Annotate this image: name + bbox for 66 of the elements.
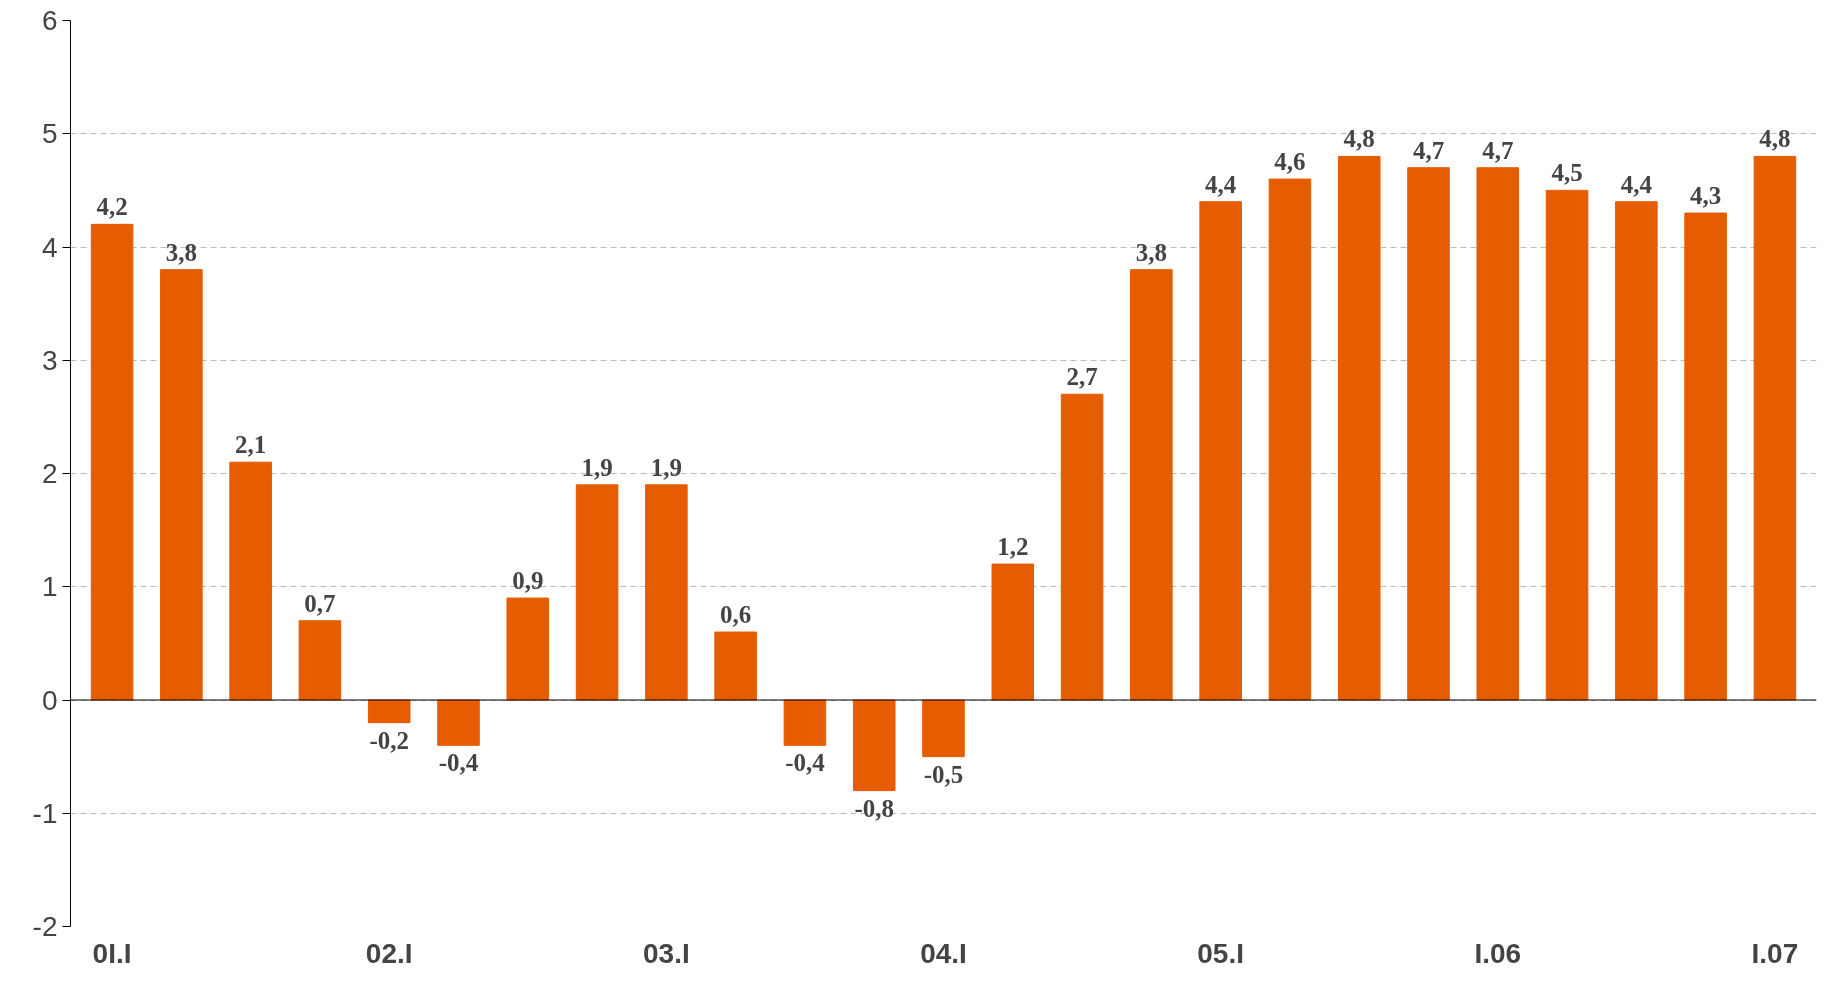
data-label: 3,8: [1135, 238, 1167, 266]
bar: [575, 484, 619, 701]
data-label: 4,8: [1759, 125, 1791, 153]
x-tick-label: 0I.I: [92, 937, 132, 969]
bar: [1753, 155, 1797, 701]
bar: [506, 597, 550, 701]
bar: [1268, 178, 1312, 701]
data-label: 4,5: [1551, 159, 1583, 187]
bar: [783, 699, 827, 746]
data-label: -0,5: [923, 760, 964, 788]
y-tick-label: -2: [32, 911, 58, 942]
x-tick-label: 05.I: [1197, 937, 1244, 969]
x-tick-label: 02.I: [365, 937, 413, 969]
data-label: 0,9: [512, 567, 544, 595]
y-tick-label: 4: [41, 231, 58, 263]
y-tick-label: 5: [41, 118, 58, 150]
x-tick-label: I.07: [1751, 937, 1799, 969]
data-label: 4,4: [1620, 170, 1653, 198]
data-label: 4,7: [1482, 136, 1514, 164]
bar: [160, 269, 203, 701]
data-label: 4,8: [1343, 125, 1375, 153]
data-label: 2,7: [1066, 363, 1098, 391]
x-tick-label: 04.I: [920, 937, 967, 969]
bar: [437, 699, 480, 746]
bar: [1684, 212, 1727, 701]
bar: [298, 620, 342, 701]
data-label: -0,8: [854, 794, 894, 822]
bar: [1407, 167, 1450, 701]
y-tick-label: 0: [41, 684, 58, 716]
bar: [229, 461, 272, 701]
bar: [1060, 393, 1104, 701]
y-tick-label: 3: [41, 344, 58, 376]
x-tick-label: I.06: [1474, 937, 1522, 969]
data-label: 4,2: [96, 193, 128, 221]
data-label: 1,9: [581, 453, 613, 481]
y-tick-label: 1: [41, 571, 58, 603]
bar: [645, 484, 688, 701]
data-label: 4,3: [1690, 181, 1722, 209]
data-label: 0,7: [304, 589, 336, 617]
data-label: 3,8: [165, 238, 197, 266]
bar: [367, 699, 411, 724]
data-label: 1,2: [997, 533, 1029, 561]
bar: [922, 699, 965, 758]
bar: [1199, 201, 1242, 701]
bar: [1337, 155, 1381, 701]
y-tick-label: -1: [32, 797, 58, 829]
data-label: 4,7: [1412, 136, 1445, 164]
bar: [852, 699, 896, 792]
bar: [1130, 269, 1173, 701]
bar: [90, 223, 134, 701]
bar: [991, 563, 1035, 701]
y-tick-label: 6: [41, 5, 58, 36]
data-label: 4,6: [1274, 147, 1306, 175]
bar: [1615, 201, 1658, 701]
data-label: -0,4: [438, 749, 479, 777]
data-label: -0,4: [785, 749, 826, 777]
x-tick-label: 03.I: [643, 937, 690, 969]
bar: [1476, 167, 1520, 701]
y-tick-label: 2: [41, 458, 58, 489]
data-label: 1,9: [650, 453, 682, 481]
data-label: -0,2: [369, 726, 409, 754]
data-label: 0,6: [720, 600, 752, 628]
data-label: 4,4: [1205, 170, 1237, 198]
bar: [1545, 189, 1589, 701]
bar: [714, 631, 757, 701]
data-label: 2,1: [235, 431, 267, 459]
